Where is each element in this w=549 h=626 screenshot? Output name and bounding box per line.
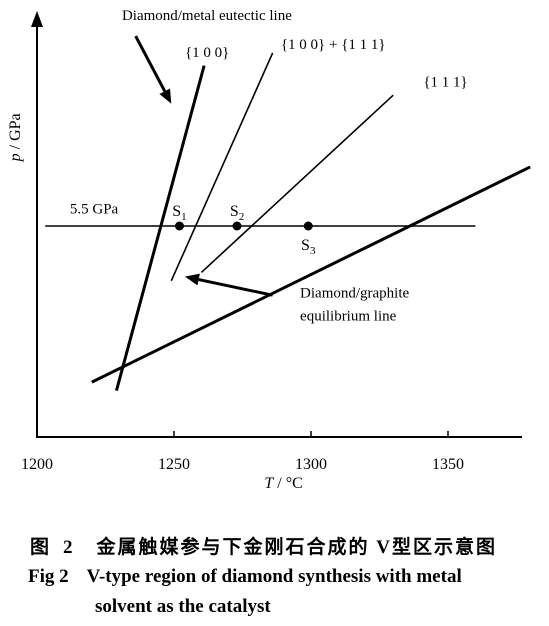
point-marker-1 <box>174 221 184 231</box>
annotation-1: {1 0 0} <box>185 45 229 61</box>
chart-svg: 1200 1250 1300 1350 T / °C p / GPa S1 S2 S3 Dia… <box>7 8 531 492</box>
caption-english-line1: Fig 2 V-type region of diamond synthesis … <box>0 566 549 588</box>
annotation-0: Diamond/metal eutectic line <box>122 8 292 24</box>
caption-en-text-1: V-type region of diamond synthesis with … <box>86 566 462 587</box>
caption-cn-number: 2 <box>63 537 75 558</box>
y-axis-label: p / GPa <box>7 113 24 162</box>
caption-cn-text: 金属触媒参与下金刚石合成的 V型区示意图 <box>96 537 497 558</box>
arrow-head-1 <box>184 273 200 286</box>
x-axis-label: T / °C <box>264 475 302 492</box>
caption-cn-label: 图 <box>30 537 52 558</box>
data-points: S1 S2 S3 <box>172 203 316 257</box>
arrows <box>134 35 273 297</box>
point-label-2: S2 <box>230 203 244 223</box>
annotation-3: {1 1 1} <box>423 75 467 91</box>
series-line-3 <box>200 94 394 274</box>
point-label-1: S1 <box>172 203 186 223</box>
annotation-4: 5.5 GPa <box>70 201 119 217</box>
point-marker-3 <box>303 221 313 231</box>
axes: 1200 1250 1300 1350 T / °C p / GPa <box>7 11 522 492</box>
chart-figure: 1200 1250 1300 1350 T / °C p / GPa S1 S2 S3 Dia… <box>7 8 531 492</box>
arrow-shaft-0 <box>134 35 167 92</box>
x-tick-label: 1350 <box>432 456 464 473</box>
caption-en-text-2: solvent as the catalyst <box>95 596 271 617</box>
caption-chinese: 图 2 金属触媒参与下金刚石合成的 V型区示意图 <box>0 532 549 559</box>
plot-lines <box>45 52 531 391</box>
series-line-2 <box>170 52 274 282</box>
x-tick-label: 1200 <box>21 456 53 473</box>
caption-english-line2: solvent as the catalyst <box>0 596 549 618</box>
y-axis-arrowhead <box>31 11 43 27</box>
series-line-0 <box>115 65 206 391</box>
annotations: Diamond/metal eutectic line {1 0 0} {1 0 0… <box>70 8 468 324</box>
x-tick-label: 1250 <box>158 456 190 473</box>
series-line-1 <box>91 165 531 384</box>
x-tick-label: 1300 <box>295 456 327 473</box>
arrow-shaft-1 <box>198 278 273 297</box>
arrow-head-0 <box>159 88 172 104</box>
point-label-3: S3 <box>301 237 316 257</box>
point-marker-2 <box>232 221 242 231</box>
annotation-2: {1 0 0} + {1 1 1} <box>281 37 386 53</box>
caption-en-label: Fig 2 <box>28 566 69 587</box>
annotation-6: equilibrium line <box>300 309 397 325</box>
annotation-5: Diamond/graphite <box>300 286 409 302</box>
